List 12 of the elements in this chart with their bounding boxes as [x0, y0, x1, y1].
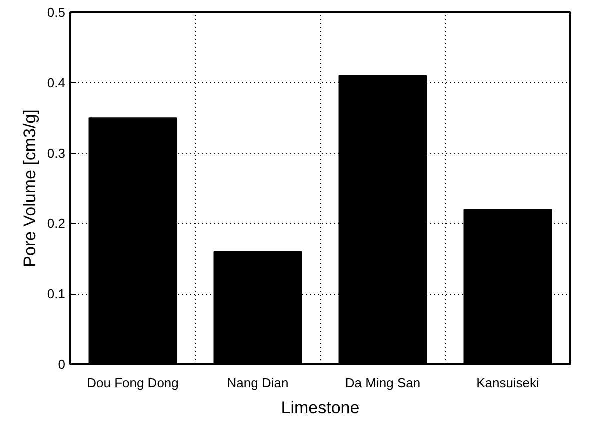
x-tick-label: Dou Fong Dong	[87, 376, 179, 390]
y-tick-label: 0	[58, 357, 66, 372]
x-tick-label: Nang Dian	[227, 376, 289, 390]
x-tick-label: Kansuiseki	[476, 376, 540, 390]
y-tick-label: 0.4	[47, 75, 66, 90]
y-tick-label: 0.2	[47, 216, 66, 232]
y-tick-label: 0.5	[47, 5, 66, 20]
y-tick-label: 0.1	[47, 286, 66, 302]
x-axis-title: Limestone	[281, 398, 360, 418]
y-tick-label: 0.3	[47, 146, 66, 161]
y-axis-title: Pore Volume [cm3/g]	[20, 110, 40, 268]
x-tick-label: Da Ming San	[345, 376, 421, 390]
